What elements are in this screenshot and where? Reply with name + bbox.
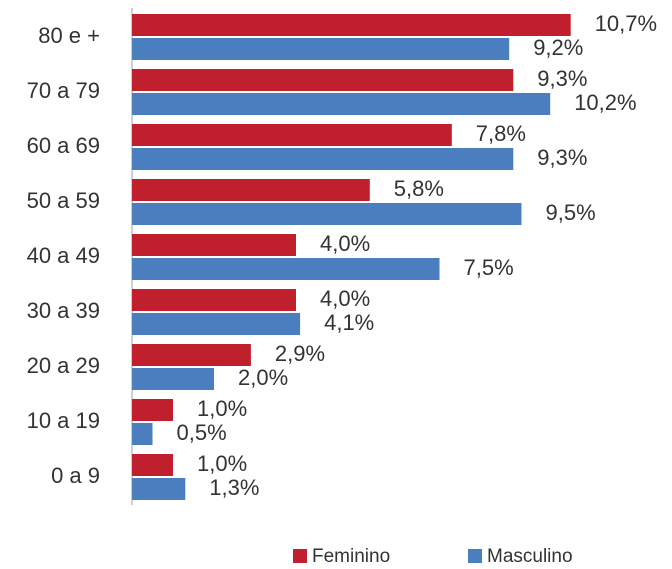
bar	[132, 234, 296, 256]
bar	[132, 203, 522, 225]
bar	[132, 399, 173, 421]
bar	[132, 454, 173, 476]
data-label: 2,9%	[275, 341, 325, 366]
bar	[132, 478, 186, 500]
data-label: 4,0%	[320, 231, 370, 256]
y-tick-label: 30 a 39	[27, 298, 100, 323]
legend-label: Feminino	[312, 546, 390, 567]
bar	[132, 179, 370, 201]
data-label: 1,0%	[197, 396, 247, 421]
y-tick-label: 40 a 49	[27, 243, 100, 268]
y-tick-label: 0 a 9	[51, 463, 100, 488]
bar	[132, 93, 551, 115]
data-label: 0,5%	[177, 420, 227, 445]
bar	[132, 313, 301, 335]
data-label: 7,5%	[464, 255, 514, 280]
data-label: 9,3%	[537, 66, 587, 91]
bar	[132, 148, 514, 170]
bar	[132, 124, 452, 146]
bar	[132, 69, 514, 91]
data-label: 1,3%	[209, 475, 259, 500]
legend-label: Masculino	[487, 546, 573, 567]
legend-swatch	[293, 549, 307, 563]
bar	[132, 258, 440, 280]
data-label: 4,0%	[320, 286, 370, 311]
data-label: 9,5%	[546, 200, 596, 225]
data-label: 7,8%	[476, 121, 526, 146]
bar	[132, 368, 214, 390]
bar	[132, 14, 571, 36]
y-tick-label: 60 a 69	[27, 133, 100, 158]
data-label: 9,2%	[533, 35, 583, 60]
y-tick-label: 80 e +	[38, 23, 100, 48]
data-label: 10,2%	[574, 90, 636, 115]
legend-swatch	[468, 549, 482, 563]
y-tick-label: 70 a 79	[27, 78, 100, 103]
bar	[132, 344, 251, 366]
data-label: 1,0%	[197, 451, 247, 476]
bar	[132, 423, 153, 445]
data-label: 4,1%	[324, 310, 374, 335]
y-tick-label: 20 a 29	[27, 353, 100, 378]
y-tick-label: 10 a 19	[27, 408, 100, 433]
data-label: 10,7%	[595, 11, 657, 36]
data-label: 2,0%	[238, 365, 288, 390]
data-label: 9,3%	[537, 145, 587, 170]
data-label: 5,8%	[394, 176, 444, 201]
bar	[132, 289, 296, 311]
y-tick-label: 50 a 59	[27, 188, 100, 213]
bar	[132, 38, 510, 60]
